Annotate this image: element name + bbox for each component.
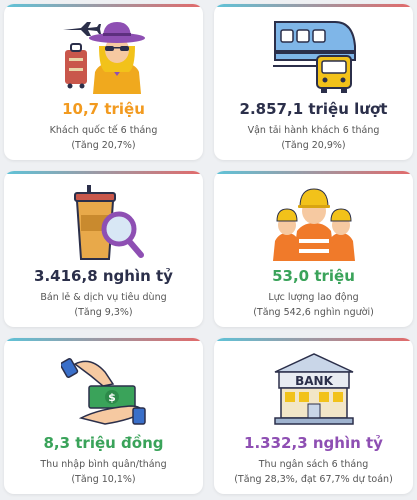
retail-search-icon: [73, 185, 144, 260]
card-accent-line: [214, 4, 413, 7]
stat-card-retail-sales: 3.416,8 nghìn tỷ Bán lẻ & dịch vụ tiêu d…: [4, 171, 203, 327]
stat-card-budget-revenue: BANK 1.332,3 nghìn tỷ Thu ngân sách 6 th…: [214, 338, 413, 494]
stat-value: 8,3 triệu đồng: [43, 434, 164, 452]
stat-change: (Tăng 20,7%): [71, 140, 136, 151]
card-accent-line: [4, 338, 203, 341]
stat-change: (Tăng 9,3%): [74, 307, 133, 318]
stat-value: 53,0 triệu: [272, 267, 355, 285]
stat-label: Thu ngân sách 6 tháng: [258, 459, 369, 470]
stat-value: 10,7 triệu: [62, 100, 145, 118]
stat-change: (Tăng 10,1%): [71, 474, 136, 485]
card-accent-line: [214, 171, 413, 174]
tourist-icon: [62, 22, 145, 94]
card-accent-line: [4, 171, 203, 174]
stat-card-international-visitors: 10,7 triệu Khách quốc tế 6 tháng (Tăng 2…: [4, 4, 203, 160]
stat-card-labor-force: 53,0 triệu Lực lượng lao động (Tăng 542,…: [214, 171, 413, 327]
stat-card-passenger-transport: 2.857,1 triệu lượt Vận tải hành khách 6 …: [214, 4, 413, 160]
stat-label: Khách quốc tế 6 tháng: [49, 125, 158, 136]
card-accent-line: [4, 4, 203, 7]
stat-label: Thu nhập bình quân/tháng: [40, 459, 167, 470]
transport-icon: [272, 21, 356, 93]
stat-card-average-income: $ 8,3 triệu đồng Thu nhập bình quân/thán…: [4, 338, 203, 494]
stat-change: (Tăng 28,3%, đạt 67,7% dự toán): [234, 474, 393, 485]
stat-change: (Tăng 20,9%): [281, 140, 346, 151]
stat-value: 1.332,3 nghìn tỷ: [244, 434, 383, 452]
bank-sign-text: BANK: [295, 374, 333, 388]
stat-value: 3.416,8 nghìn tỷ: [34, 267, 173, 285]
stat-label: Bán lẻ & dịch vụ tiêu dùng: [40, 292, 167, 303]
workers-icon: [272, 188, 355, 261]
svg-text:$: $: [108, 391, 116, 404]
stat-label: Vận tải hành khách 6 tháng: [247, 125, 380, 136]
card-accent-line: [214, 338, 413, 341]
bank-icon: BANK: [273, 353, 354, 425]
stat-value: 2.857,1 triệu lượt: [239, 100, 388, 118]
money-hand-icon: $: [60, 358, 146, 425]
stat-change: (Tăng 542,6 nghìn người): [253, 307, 374, 318]
stat-label: Lực lượng lao động: [268, 292, 359, 303]
